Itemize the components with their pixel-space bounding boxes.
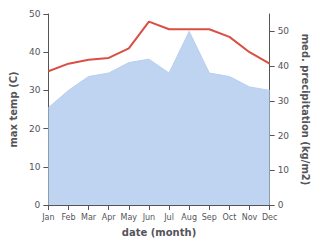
svg-text:30: 30 xyxy=(278,96,290,106)
svg-text:20: 20 xyxy=(29,124,41,134)
svg-text:Aug: Aug xyxy=(181,213,197,222)
svg-text:Jan: Jan xyxy=(41,213,54,222)
svg-text:date (month): date (month) xyxy=(122,227,196,238)
svg-text:30: 30 xyxy=(29,85,41,95)
svg-text:10: 10 xyxy=(29,162,41,172)
svg-text:0: 0 xyxy=(35,200,41,210)
svg-text:Jun: Jun xyxy=(142,213,156,222)
svg-text:20: 20 xyxy=(278,131,290,141)
svg-text:10: 10 xyxy=(278,165,290,175)
svg-text:50: 50 xyxy=(278,26,290,36)
svg-text:Nov: Nov xyxy=(242,213,258,222)
svg-text:Oct: Oct xyxy=(222,213,236,222)
svg-text:Jul: Jul xyxy=(163,213,174,222)
svg-text:Dec: Dec xyxy=(262,213,277,222)
svg-text:0: 0 xyxy=(278,200,284,210)
svg-text:40: 40 xyxy=(278,61,290,71)
svg-text:Sep: Sep xyxy=(202,213,217,222)
svg-text:Apr: Apr xyxy=(102,213,117,222)
svg-text:Mar: Mar xyxy=(81,213,97,222)
svg-text:Feb: Feb xyxy=(61,213,75,222)
svg-text:May: May xyxy=(121,213,138,222)
svg-text:50: 50 xyxy=(29,9,41,19)
svg-text:med. precipitation (kg/m2): med. precipitation (kg/m2) xyxy=(300,34,311,186)
svg-text:40: 40 xyxy=(29,47,41,57)
svg-text:max temp (C): max temp (C) xyxy=(8,71,19,147)
